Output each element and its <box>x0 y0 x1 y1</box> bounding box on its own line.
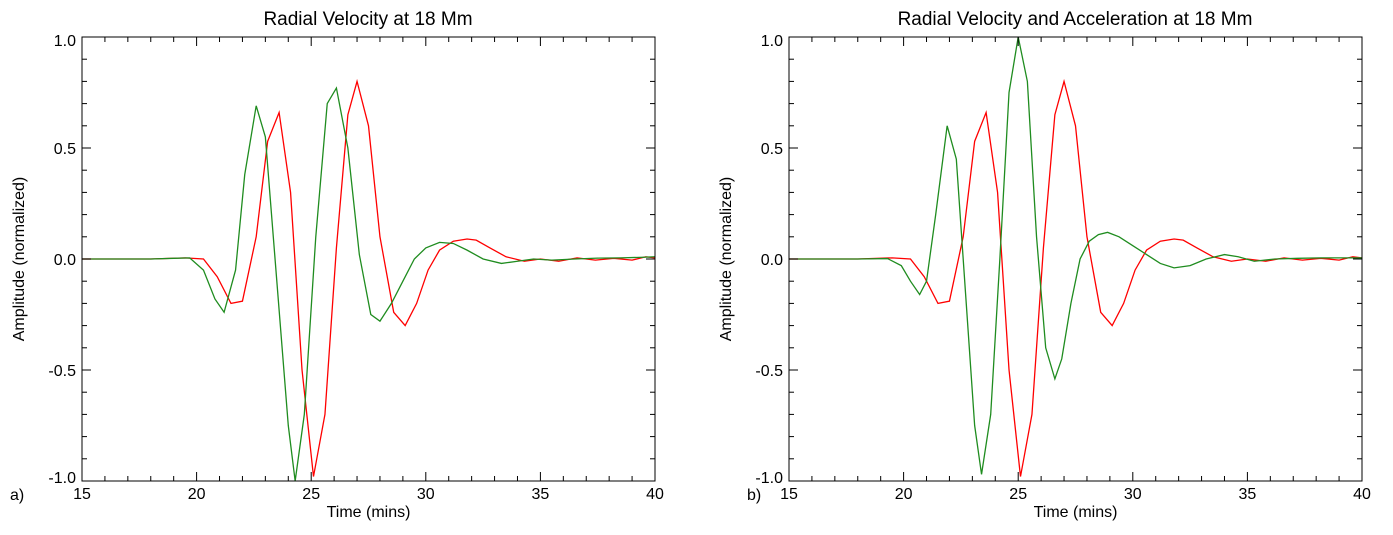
y-tick-label: -1.0 <box>48 470 76 487</box>
series-line-2 <box>82 86 655 481</box>
x-tick-label: 30 <box>417 486 435 503</box>
x-tick-label: 25 <box>1009 486 1027 503</box>
y-tick-label: 0.0 <box>54 252 76 269</box>
x-tick-label: 15 <box>73 486 91 503</box>
y-tick-label: -0.5 <box>48 363 76 380</box>
x-tick-label: 25 <box>302 486 320 503</box>
y-tick-label: 0.5 <box>54 141 76 158</box>
y-tick-label: 1.0 <box>761 33 783 50</box>
x-tick-label: 35 <box>532 486 550 503</box>
panel-label: b) <box>747 487 761 504</box>
chart-panel-a: 15 20 25 30 35 40 -1.0 -0.5 0.0 0.5 1.0 Radial Velo… <box>10 9 664 521</box>
panel-label: a) <box>10 487 24 504</box>
y-axis-label: Amplitude (normalized) <box>718 177 735 342</box>
y-tick-label: 0.0 <box>761 252 783 269</box>
y-axis-label: Amplitude (normalized) <box>11 177 28 342</box>
series-line-2 <box>789 37 1362 475</box>
x-tick-label: 20 <box>895 486 913 503</box>
x-tick-label: 20 <box>188 486 206 503</box>
y-tick-label: 0.5 <box>761 141 783 158</box>
y-tick-label: -1.0 <box>755 470 783 487</box>
x-axis-label: Time (mins) <box>327 504 411 521</box>
y-tick-label: 1.0 <box>54 33 76 50</box>
chart-title: Radial Velocity and Acceleration at 18 M… <box>898 9 1253 30</box>
series-line-1 <box>82 78 655 477</box>
x-tick-label: 35 <box>1239 486 1257 503</box>
y-tick-label: -0.5 <box>755 363 783 380</box>
x-tick-label: 40 <box>646 486 664 503</box>
x-tick-label: 15 <box>780 486 798 503</box>
chart-panel-b: 15 20 25 30 35 40 -1.0 -0.5 0.0 0.5 1.0 Radial Velo… <box>718 9 1371 521</box>
chart-title: Radial Velocity at 18 Mm <box>263 9 472 30</box>
x-tick-label: 30 <box>1124 486 1142 503</box>
x-tick-label: 40 <box>1353 486 1371 503</box>
x-axis-label: Time (mins) <box>1034 504 1118 521</box>
